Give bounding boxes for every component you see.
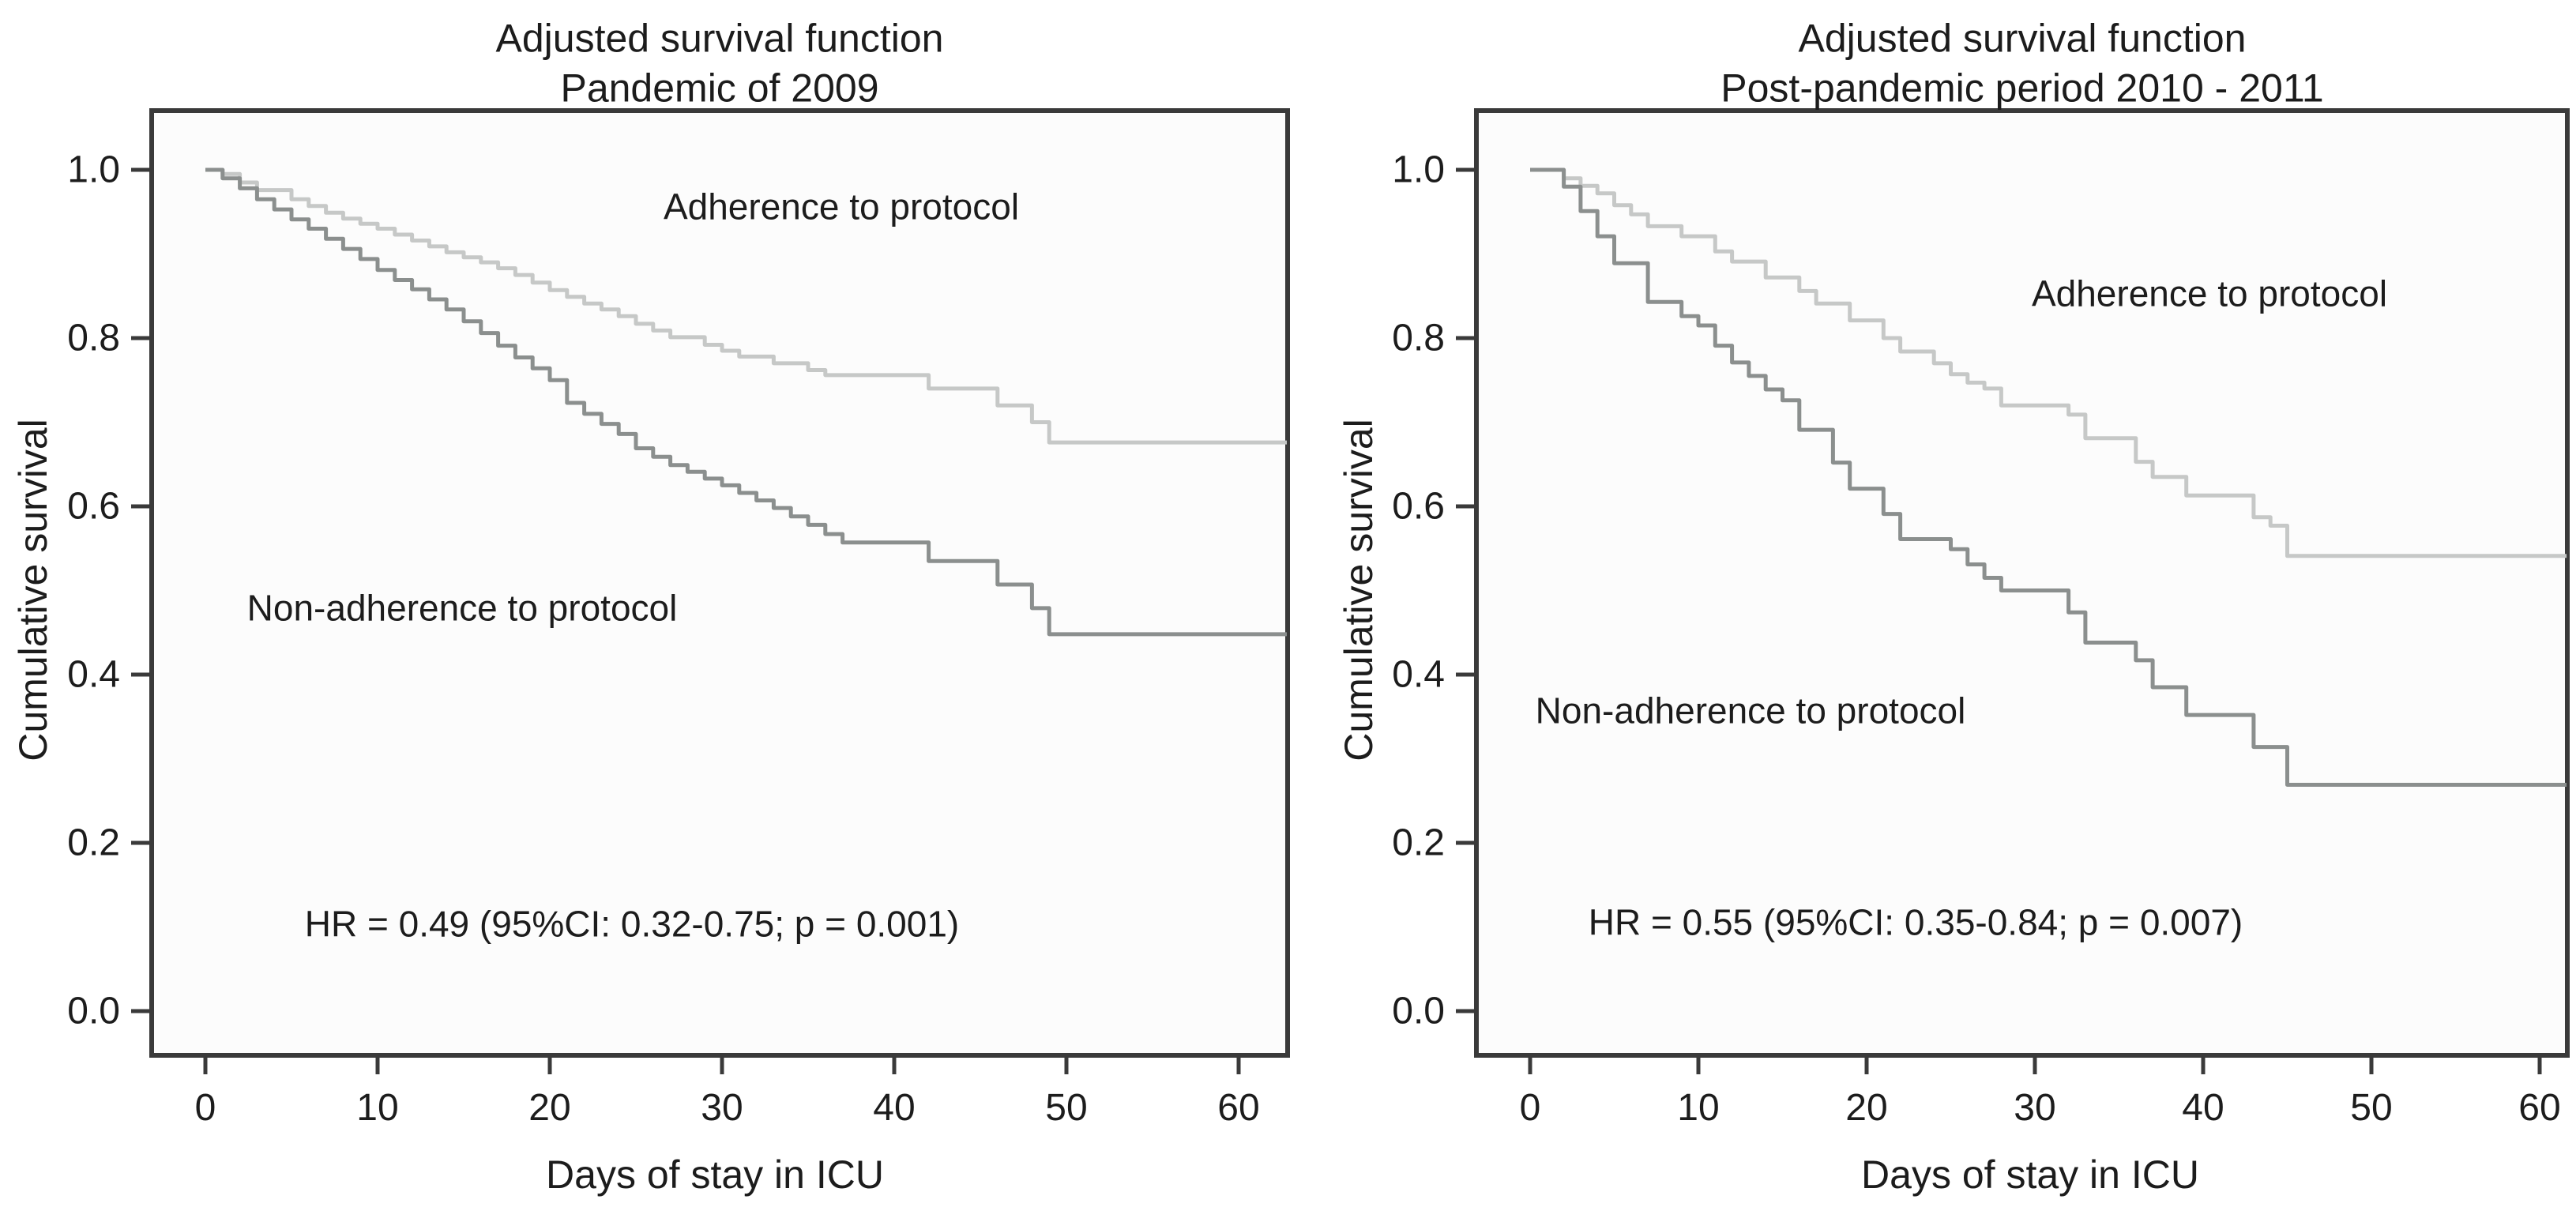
y-tick-label: 0.0 xyxy=(1392,991,1445,1032)
x-tick-label: 10 xyxy=(356,1087,398,1129)
x-tick-label: 0 xyxy=(1520,1087,1541,1129)
left-adherence-curve-label: Adherence to protocol xyxy=(663,186,1020,227)
left-x-axis-label: Days of stay in ICU xyxy=(546,1152,884,1197)
y-tick-label: 0.6 xyxy=(1392,486,1445,528)
plot-box xyxy=(149,108,1290,1058)
y-tick-label: 1.0 xyxy=(67,149,120,191)
right-title-line2: Post-pandemic period 2010 - 2011 xyxy=(1720,66,2324,110)
y-tick-label: 0.6 xyxy=(67,486,120,528)
left-y-axis-label: Cumulative survival xyxy=(10,419,55,761)
left-title-line2: Pandemic of 2009 xyxy=(560,66,879,110)
left-hr-annotation: HR = 0.49 (95%CI: 0.32-0.75; p = 0.001) xyxy=(304,903,960,945)
left-title-line1: Adjusted survival function xyxy=(495,16,944,61)
x-tick-label: 0 xyxy=(195,1087,216,1129)
y-tick-label: 0.4 xyxy=(1392,654,1445,696)
survival-curve xyxy=(205,167,1287,637)
y-tick-label: 0.2 xyxy=(67,822,120,864)
x-tick-label: 60 xyxy=(2518,1087,2560,1129)
x-tick-label: 20 xyxy=(1845,1087,1887,1129)
x-tick-label: 40 xyxy=(873,1087,915,1129)
right-panel-title: Adjusted survival function Post-pandemic… xyxy=(1720,14,2323,113)
y-tick-label: 0.4 xyxy=(67,654,120,696)
right-hr-annotation: HR = 0.55 (95%CI: 0.35-0.84; p = 0.007) xyxy=(1588,901,2243,943)
y-tick-label: 0.8 xyxy=(67,318,120,359)
y-tick-label: 1.0 xyxy=(1392,149,1445,191)
y-tick-label: 0.8 xyxy=(1392,318,1445,359)
survival-curve xyxy=(1530,167,2567,787)
x-tick-label: 50 xyxy=(2350,1087,2392,1129)
left-non-adherence-curve-label: Non-adherence to protocol xyxy=(246,587,678,629)
survival-curve xyxy=(1530,167,2567,558)
x-tick-label: 60 xyxy=(1217,1087,1259,1129)
left-panel-title: Adjusted survival function Pandemic of 2… xyxy=(496,14,944,113)
right-adherence-curve-label: Adherence to protocol xyxy=(2031,273,2388,314)
x-tick-label: 50 xyxy=(1045,1087,1087,1129)
x-tick-label: 40 xyxy=(2182,1087,2224,1129)
y-tick-label: 0.2 xyxy=(1392,822,1445,864)
x-tick-label: 20 xyxy=(528,1087,570,1129)
x-tick-label: 10 xyxy=(1677,1087,1719,1129)
x-tick-label: 30 xyxy=(2014,1087,2055,1129)
survival-curve xyxy=(205,167,1287,445)
y-tick-label: 0.0 xyxy=(67,991,120,1032)
right-y-axis-label: Cumulative survival xyxy=(1336,419,1381,761)
right-non-adherence-curve-label: Non-adherence to protocol xyxy=(1535,690,1966,731)
right-x-axis-label: Days of stay in ICU xyxy=(1861,1152,2199,1197)
plot-box xyxy=(1474,108,2570,1058)
right-title-line1: Adjusted survival function xyxy=(1798,16,2247,61)
x-tick-label: 30 xyxy=(701,1087,743,1129)
